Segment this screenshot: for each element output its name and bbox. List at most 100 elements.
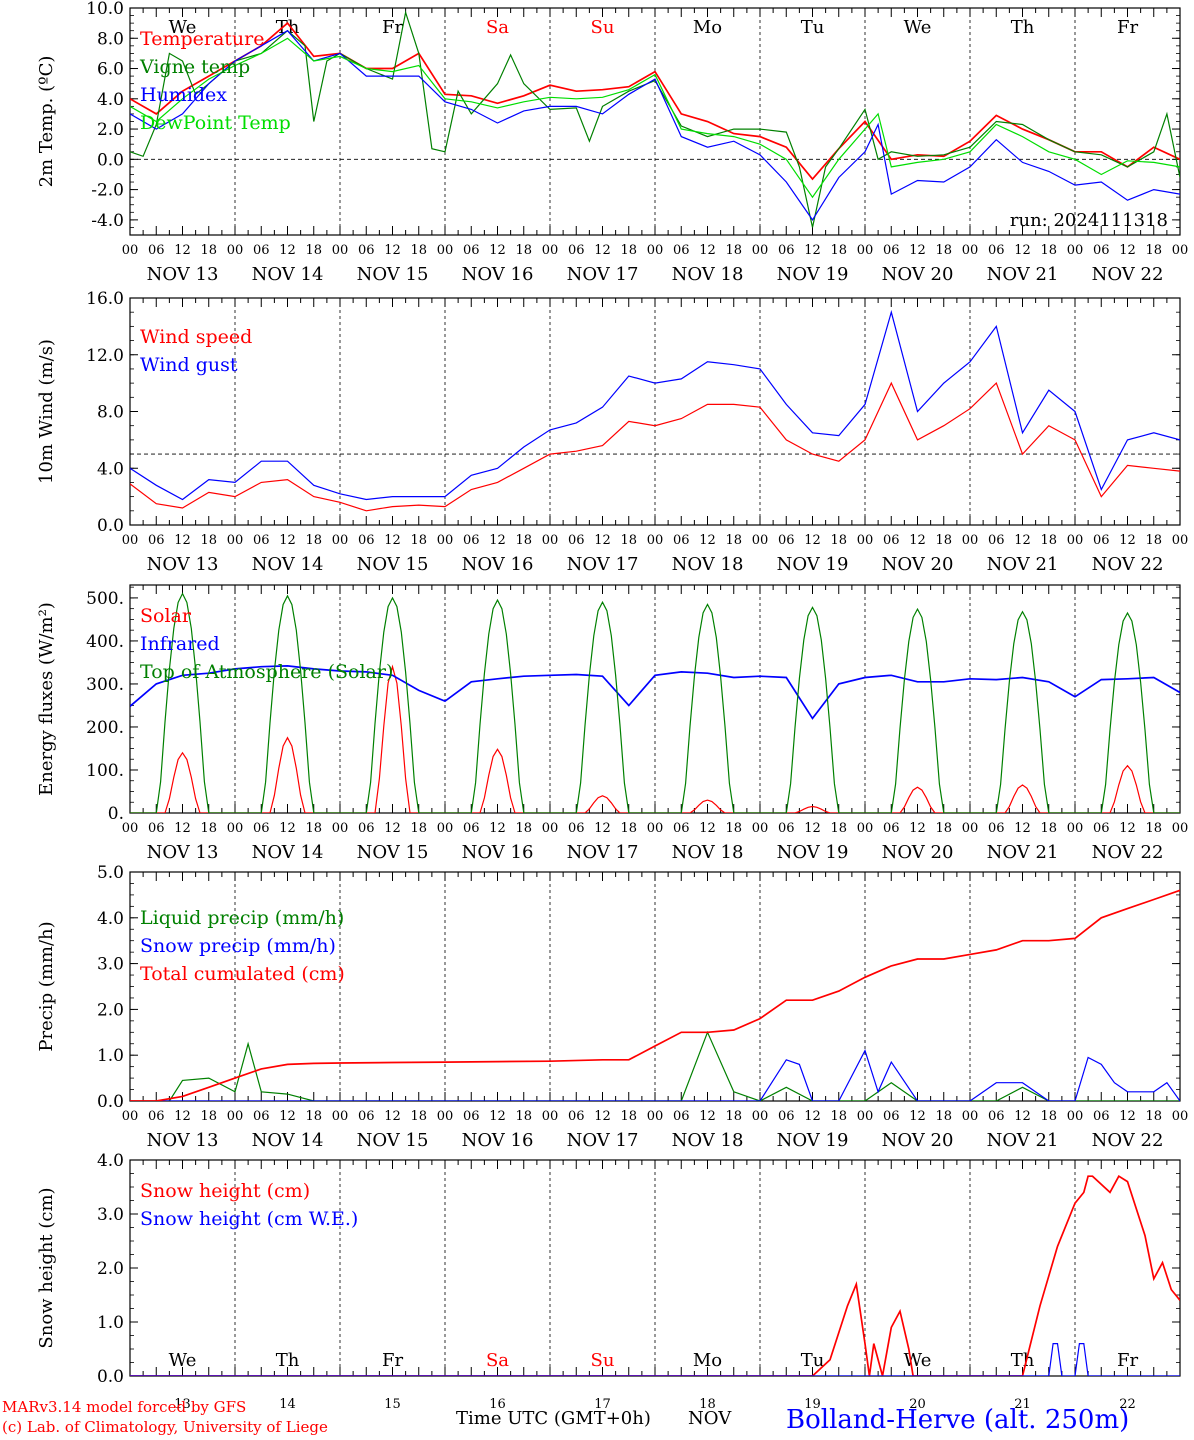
series-group <box>130 10 1180 228</box>
date-label: NOV 20 <box>882 554 954 575</box>
hour-label: 00 <box>122 1109 139 1124</box>
hour-label: 12 <box>1014 821 1031 836</box>
y-tick-label: 0.0 <box>97 150 124 170</box>
hour-label: 00 <box>1067 533 1084 548</box>
hour-label: 18 <box>620 821 637 836</box>
legend-entry: Temperature <box>140 28 264 50</box>
hour-label: 18 <box>620 1109 637 1124</box>
y-tick-label: 16.0 <box>86 289 124 309</box>
hour-label: 00 <box>962 1109 979 1124</box>
time-axis-label: Time UTC (GMT+0h) <box>456 1408 651 1429</box>
hour-label: 18 <box>410 821 427 836</box>
legend-entry: Top of Atmosphere (Solar) <box>140 661 393 683</box>
hour-label: 06 <box>778 533 795 548</box>
day-number-label: 19 <box>804 1397 821 1412</box>
day-number-label: 17 <box>594 1397 611 1412</box>
day-number-label: 20 <box>909 1397 926 1412</box>
hour-label: 18 <box>935 533 952 548</box>
series-group <box>130 889 1180 1101</box>
y-tick-label: 1.0 <box>97 1313 124 1333</box>
day-name: Th <box>276 17 300 38</box>
hour-label: 18 <box>1040 1109 1057 1124</box>
day-name: Su <box>591 1350 615 1371</box>
series-line-2 <box>130 592 1180 813</box>
hour-label: 18 <box>305 533 322 548</box>
hour-label: 18 <box>1145 243 1162 258</box>
hour-label: 18 <box>305 243 322 258</box>
hour-label: 18 <box>935 243 952 258</box>
series-line-1 <box>130 1342 1180 1376</box>
y-tick-label: 0.0 <box>97 516 124 536</box>
hour-label: 00 <box>647 533 664 548</box>
hour-label: 12 <box>594 533 611 548</box>
legend-entry: Infrared <box>140 633 220 655</box>
hour-label: 12 <box>1119 821 1136 836</box>
y-axis-label: Snow height (cm) <box>36 1187 57 1348</box>
series-line-1 <box>130 1049 1180 1101</box>
legend-entry: Humidex <box>140 84 227 106</box>
panel-3: 500. 400. 300. 200. 100. 0. Energy fluxes (W/m… <box>36 584 1189 863</box>
day-name: Fr <box>382 17 403 38</box>
hour-label: 06 <box>463 243 480 258</box>
hour-label: 18 <box>620 243 637 258</box>
hour-label: 06 <box>883 243 900 258</box>
date-label: NOV 22 <box>1092 1130 1164 1151</box>
hour-label: 06 <box>778 1109 795 1124</box>
hour-label: 12 <box>279 1109 296 1124</box>
date-label: NOV 19 <box>777 264 849 285</box>
hour-label: 00 <box>122 533 139 548</box>
hour-label: 06 <box>778 243 795 258</box>
hour-label: 18 <box>410 533 427 548</box>
series-line-2 <box>130 29 1180 221</box>
y-tick-label: 200. <box>86 718 124 738</box>
hour-label: 06 <box>673 243 690 258</box>
date-label: NOV 16 <box>462 842 534 863</box>
hour-label: 00 <box>962 243 979 258</box>
date-label: NOV 17 <box>567 554 639 575</box>
hour-label: 12 <box>1014 243 1031 258</box>
y-axis-label: 10m Wind (m/s) <box>36 339 57 484</box>
date-label: NOV 15 <box>357 264 429 285</box>
hour-label: 18 <box>200 1109 217 1124</box>
hour-label: 00 <box>752 1109 769 1124</box>
hour-label: 18 <box>1145 1109 1162 1124</box>
day-number-label: 21 <box>1014 1397 1031 1412</box>
series-group <box>130 1175 1180 1376</box>
station-name: Bolland-Herve (alt. 250m) <box>786 1405 1129 1435</box>
hour-label: 06 <box>253 1109 270 1124</box>
y-axis-label: Precip (mm/h) <box>36 921 57 1051</box>
legend-entry: Total cumulated (cm) <box>140 963 345 985</box>
hour-label: 06 <box>253 821 270 836</box>
hour-label: 06 <box>568 533 585 548</box>
hour-label: 00 <box>122 243 139 258</box>
series-line-1 <box>130 665 1180 720</box>
hour-label: 12 <box>909 533 926 548</box>
hour-label: 06 <box>883 533 900 548</box>
hour-label: 00 <box>1172 821 1189 836</box>
hour-label: 18 <box>200 533 217 548</box>
hour-label: 00 <box>752 243 769 258</box>
hour-label: 18 <box>830 821 847 836</box>
hour-label: 06 <box>988 533 1005 548</box>
hour-label: 06 <box>358 243 375 258</box>
hour-label: 00 <box>857 1109 874 1124</box>
hour-label: 18 <box>305 821 322 836</box>
y-tick-label: 6.0 <box>97 60 124 80</box>
hour-label: 12 <box>699 243 716 258</box>
hour-label: 12 <box>909 243 926 258</box>
panel-1: 10.0 8.0 6.0 4.0 2.0 0.0 -2.0 -4.0 2m Temp. (ºC)… <box>36 0 1188 285</box>
hour-label: 06 <box>568 243 585 258</box>
date-label: NOV 17 <box>567 264 639 285</box>
date-label: NOV 21 <box>987 264 1059 285</box>
hour-label: 12 <box>174 243 191 258</box>
date-label: NOV 13 <box>147 1130 219 1151</box>
hour-label: 18 <box>410 1109 427 1124</box>
y-tick-label: 4.0 <box>97 459 124 479</box>
hour-label: 00 <box>332 533 349 548</box>
series-line-3 <box>130 37 1180 199</box>
hour-label: 18 <box>200 821 217 836</box>
hour-label: 18 <box>1040 533 1057 548</box>
y-tick-label: 2.0 <box>97 120 124 140</box>
hour-label: 18 <box>515 1109 532 1124</box>
y-tick-label: 4.0 <box>97 90 124 110</box>
